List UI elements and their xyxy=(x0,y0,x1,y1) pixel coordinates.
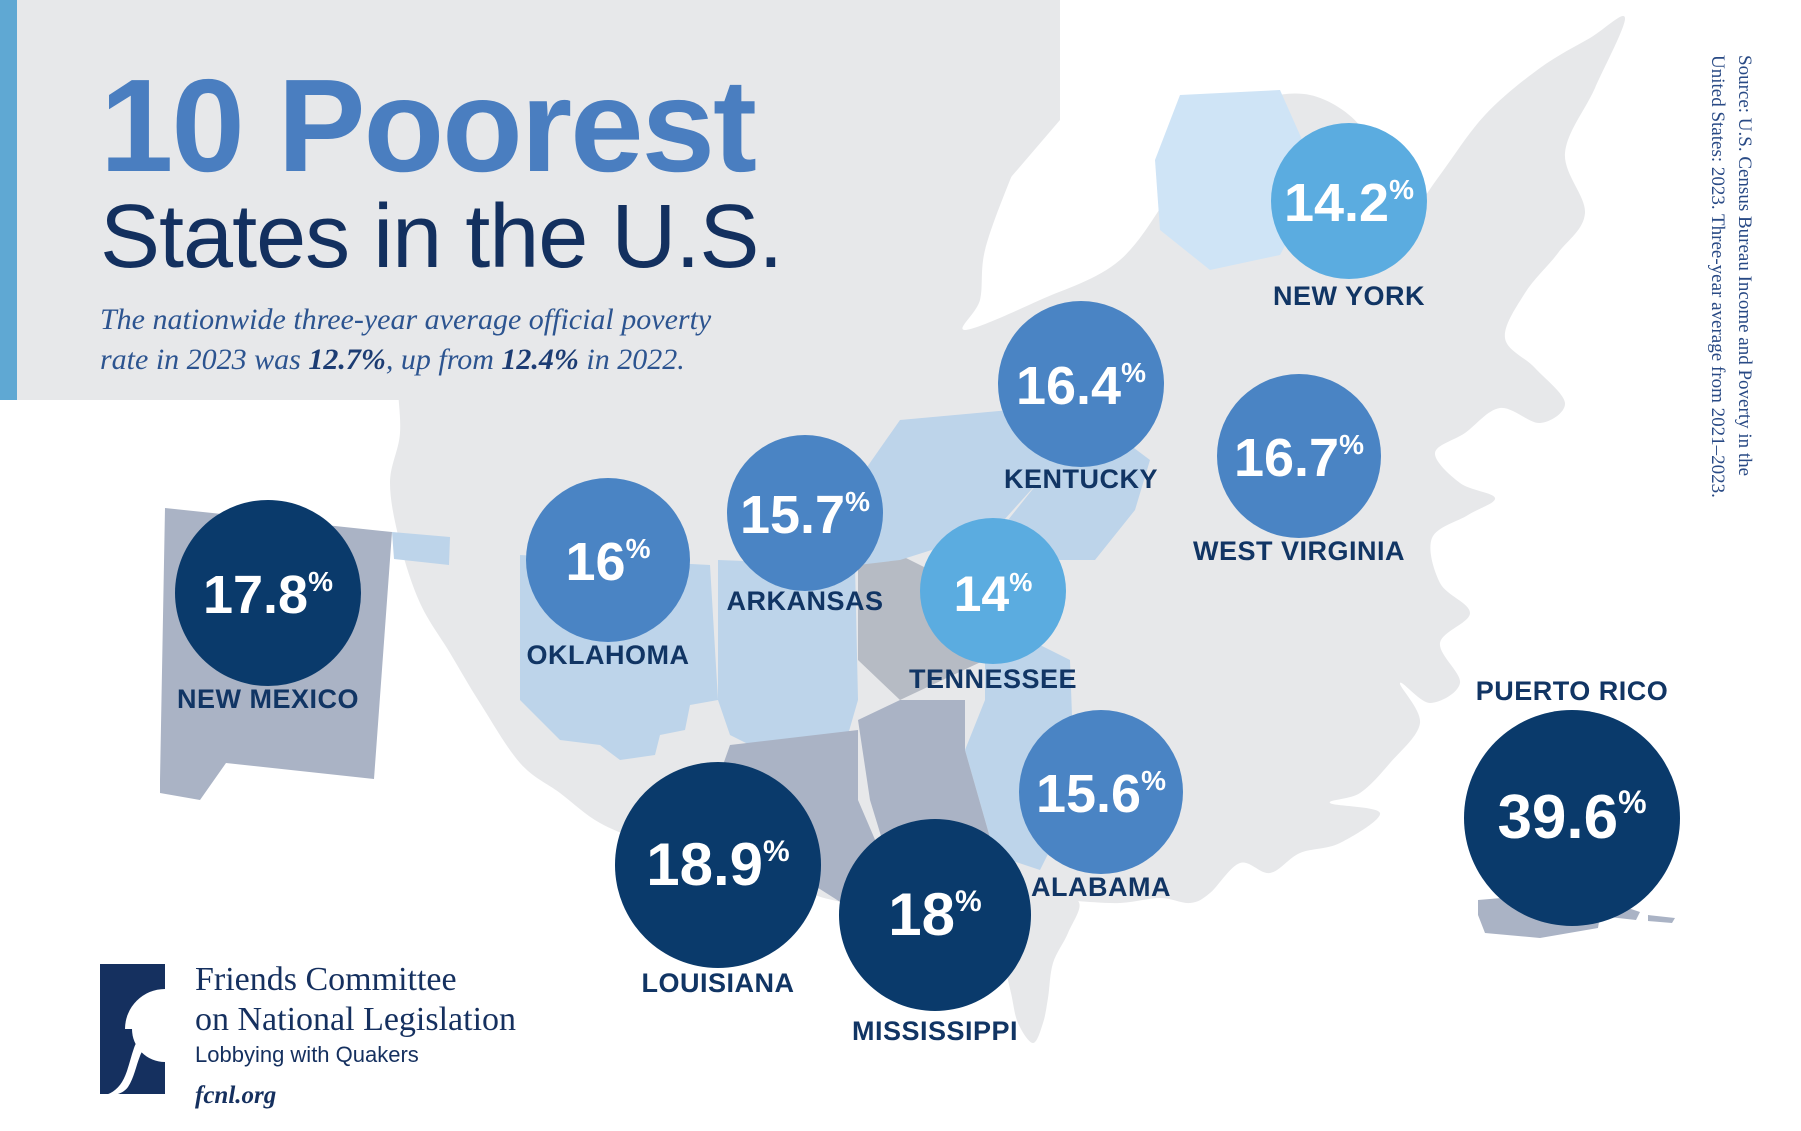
svg-text:PUERTO RICO: PUERTO RICO xyxy=(1476,676,1669,706)
svg-text:WEST VIRGINIA: WEST VIRGINIA xyxy=(1193,536,1405,566)
svg-text:NEW YORK: NEW YORK xyxy=(1273,281,1425,311)
svg-text:ARKANSAS: ARKANSAS xyxy=(726,586,883,616)
svg-text:TENNESSEE: TENNESSEE xyxy=(909,664,1077,694)
svg-text:ALABAMA: ALABAMA xyxy=(1031,872,1171,902)
svg-text:OKLAHOMA: OKLAHOMA xyxy=(527,640,690,670)
svg-text:KENTUCKY: KENTUCKY xyxy=(1004,464,1158,494)
svg-text:NEW MEXICO: NEW MEXICO xyxy=(177,684,359,714)
svg-text:MISSISSIPPI: MISSISSIPPI xyxy=(852,1016,1018,1046)
